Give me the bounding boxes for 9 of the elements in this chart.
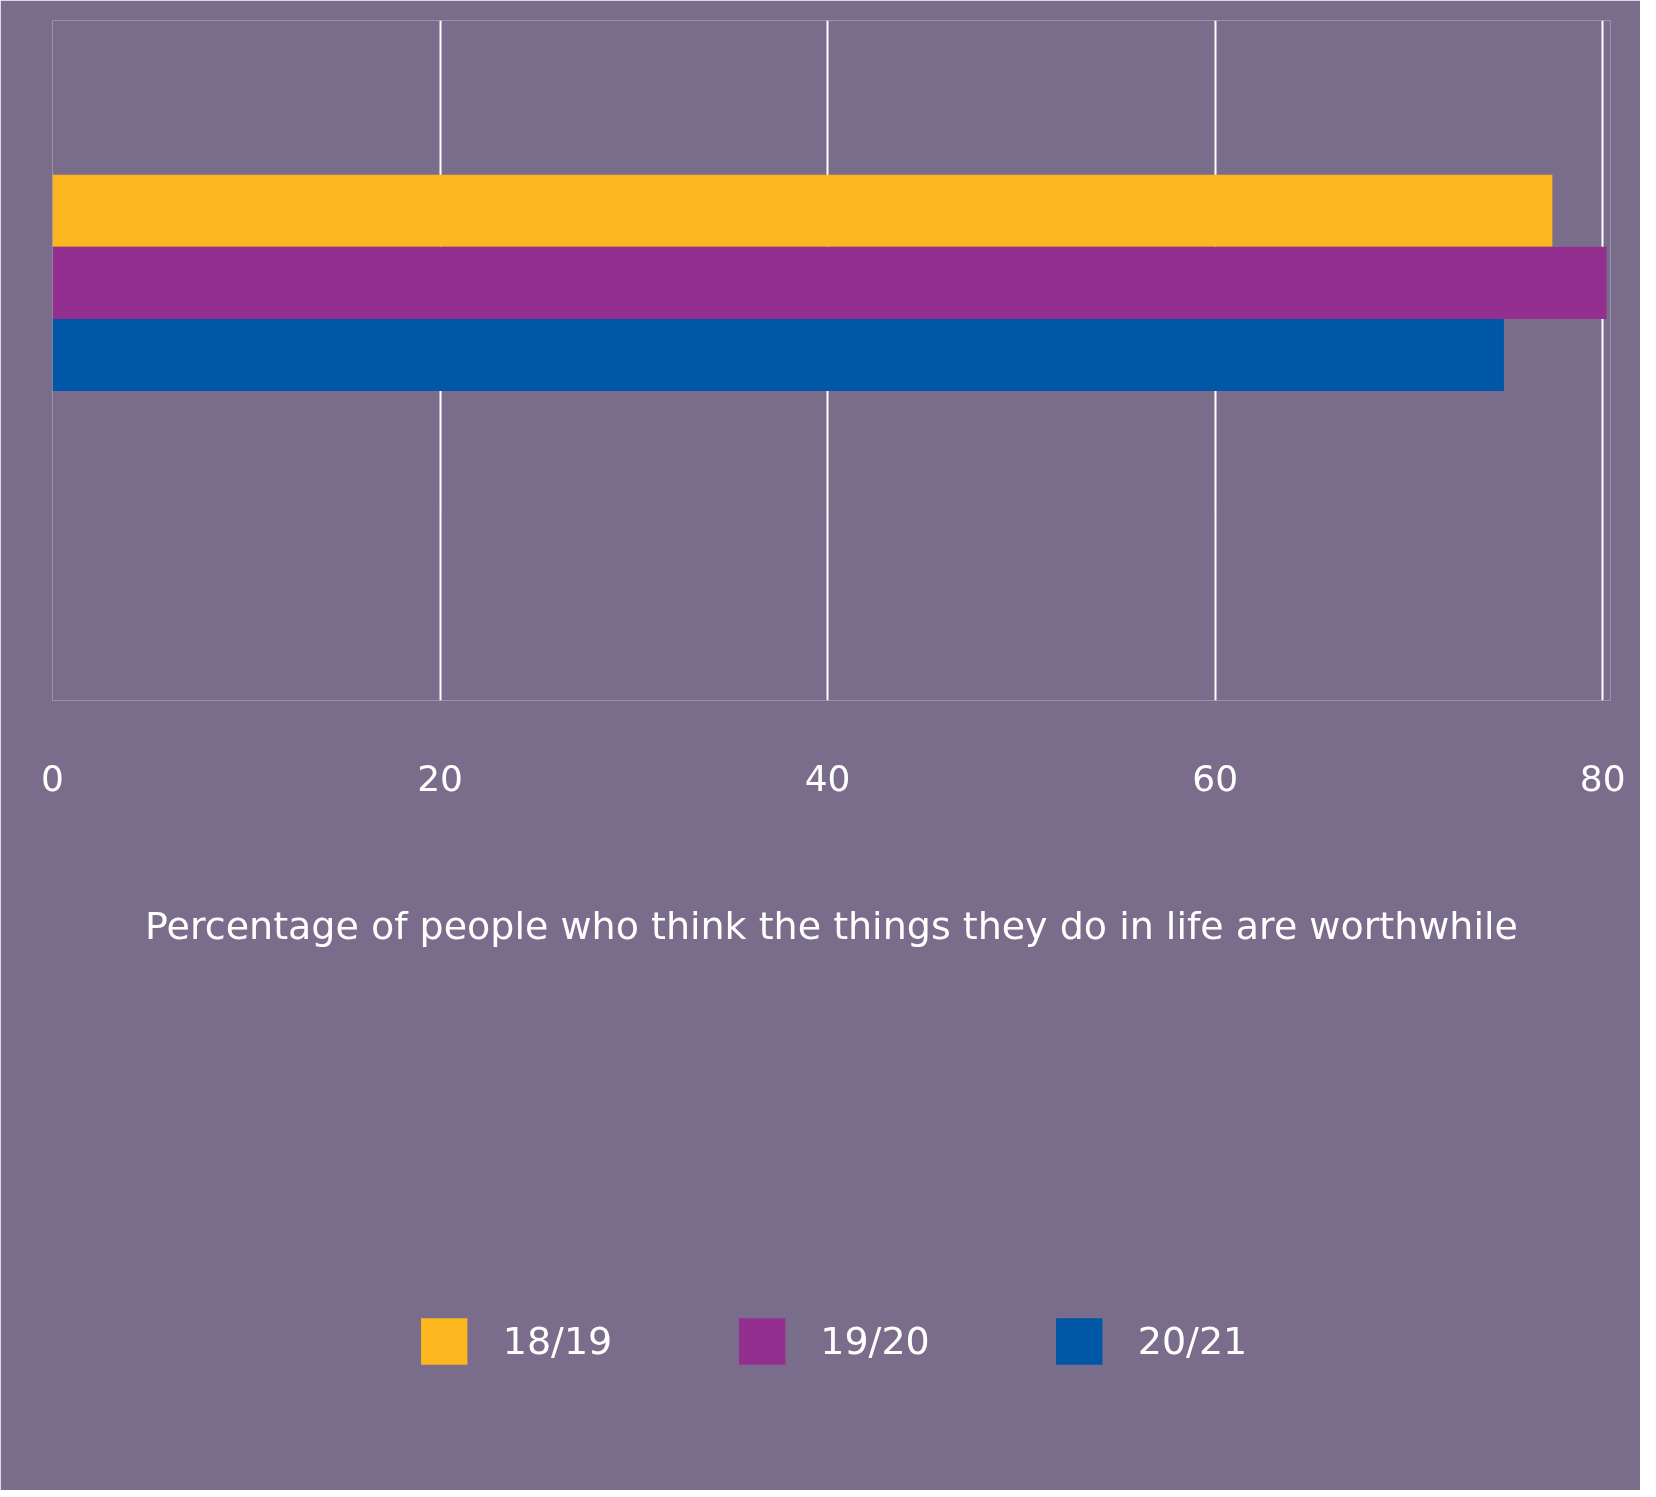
x-tick-label: 0 — [41, 757, 64, 799]
x-tick-label: 20 — [417, 757, 463, 799]
legend-label: 19/20 — [820, 1318, 930, 1363]
legend-label: 20/21 — [1137, 1318, 1248, 1363]
x-axis-title: Percentage of people who think the things they do in life are worthwhile — [145, 903, 1518, 948]
x-tick-label: 40 — [804, 757, 851, 799]
x-tick-label: 60 — [1192, 757, 1239, 799]
x-tick-label: 80 — [1579, 757, 1626, 799]
legend-label: 18/19 — [502, 1318, 613, 1363]
